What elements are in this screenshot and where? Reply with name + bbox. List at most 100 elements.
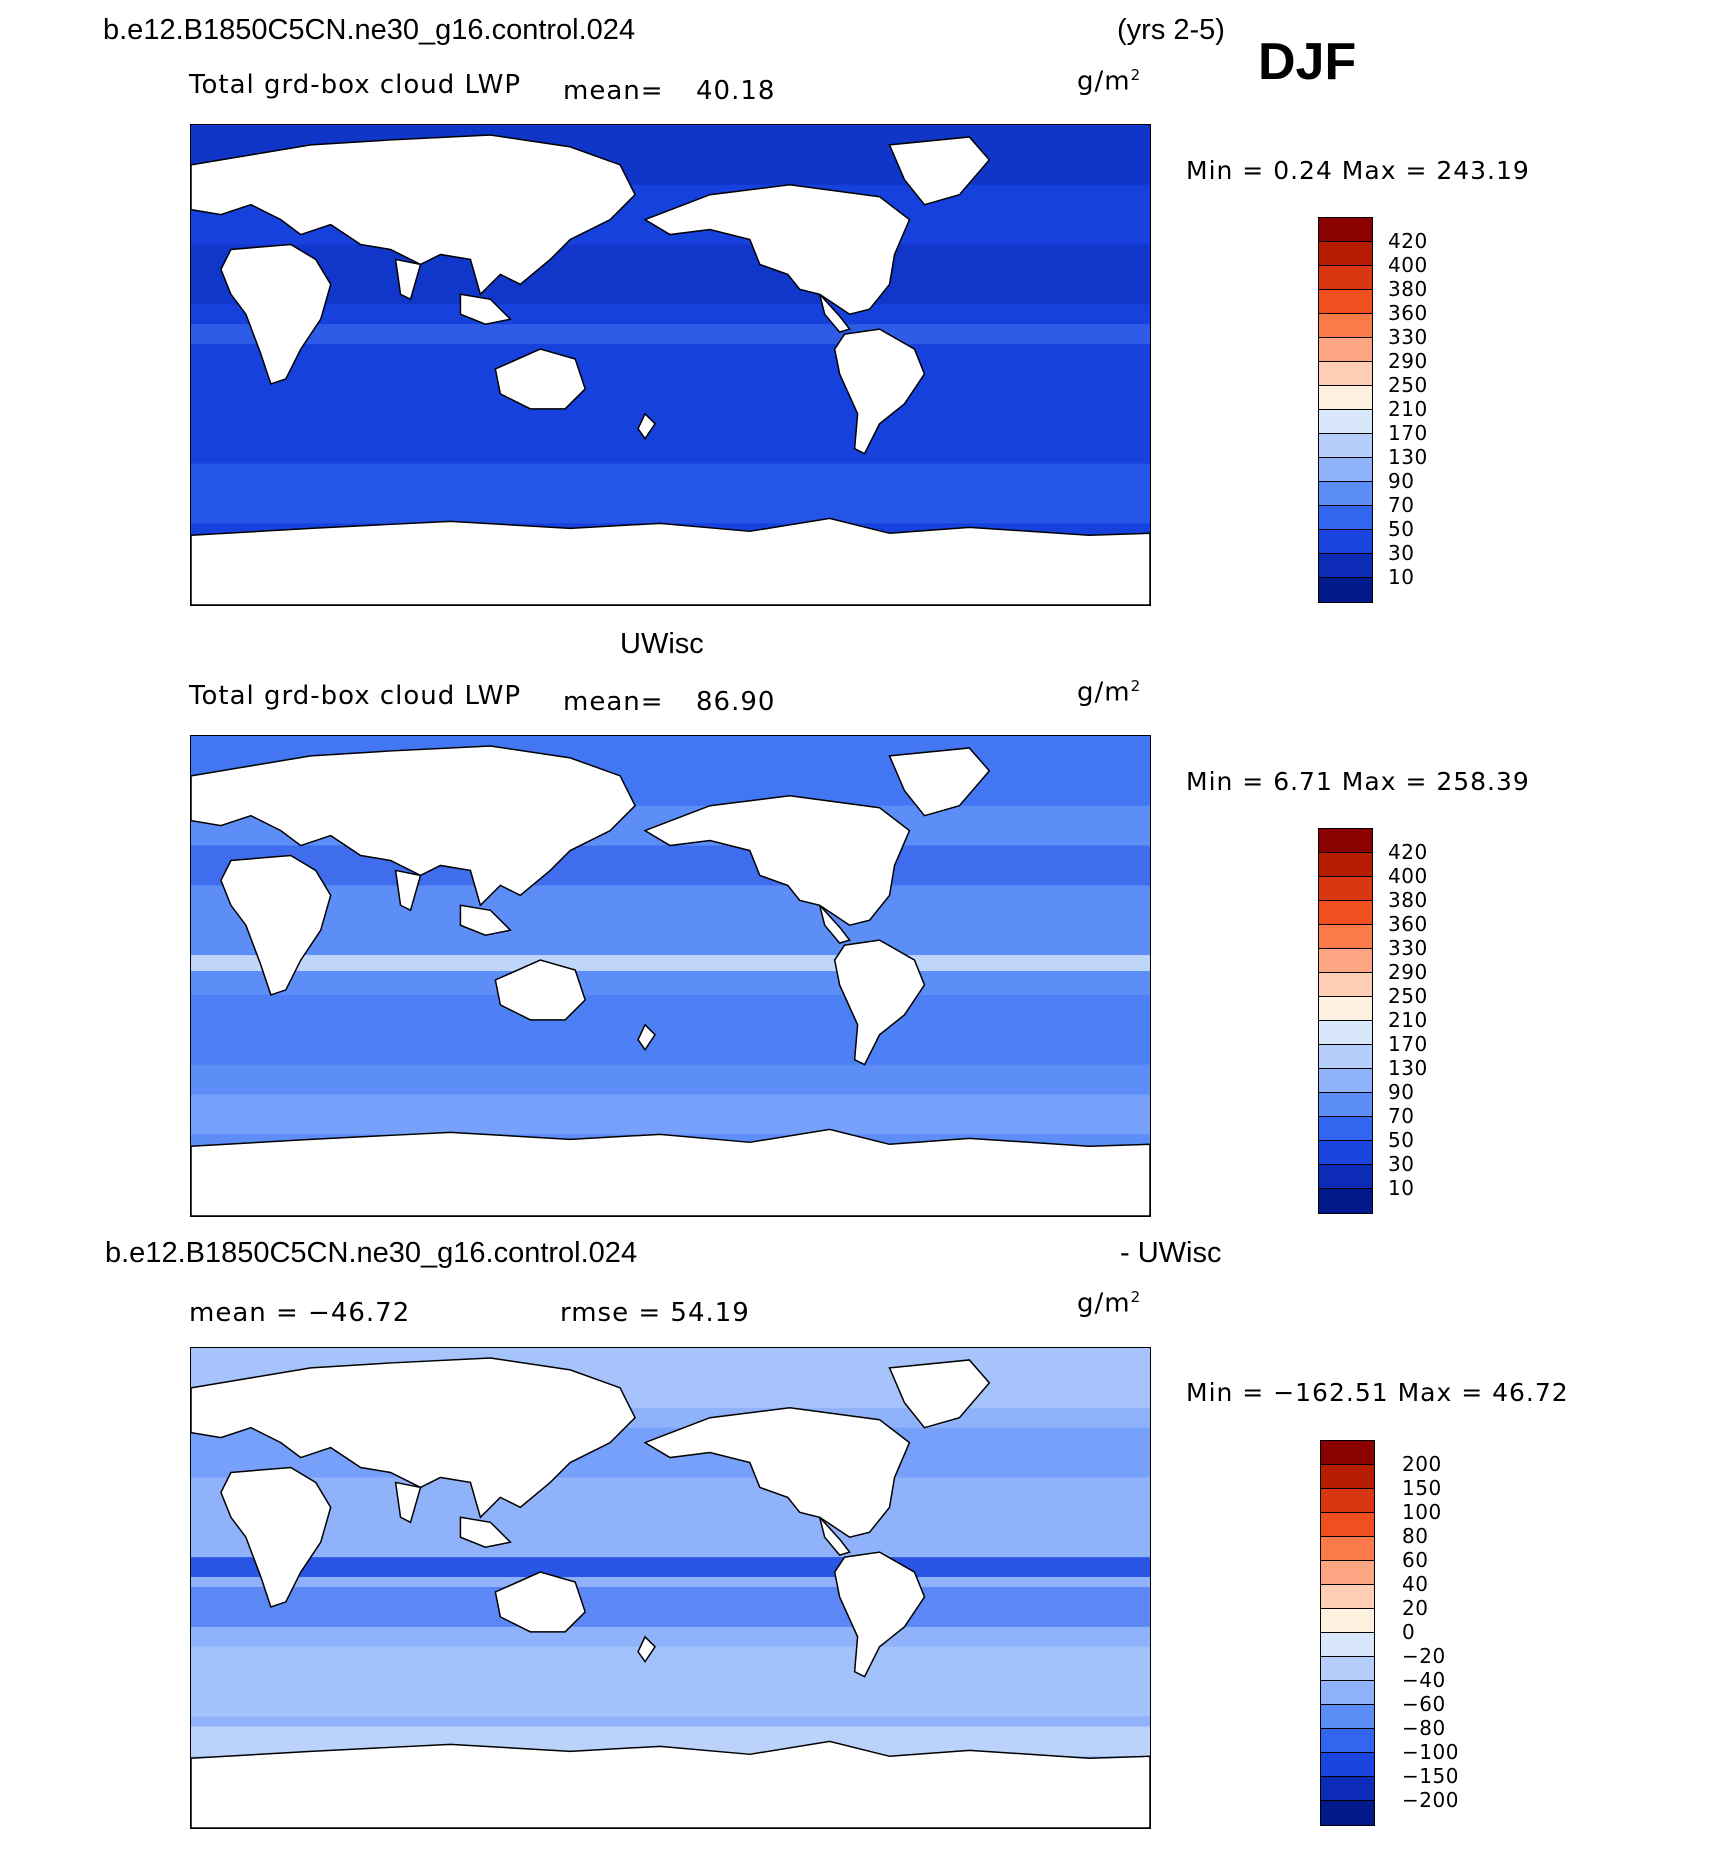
colorbar-swatch [1321,1681,1374,1705]
colorbar-level-label: 200 [1402,1452,1442,1476]
panel3-title-right: - UWisc [1120,1237,1222,1269]
land-outline [637,1023,656,1052]
land-outline [459,904,512,936]
colorbar-level-label: 360 [1388,301,1428,325]
colorbar-swatch [1321,1537,1374,1561]
land-outline [220,243,332,385]
colorbar-level-label: 250 [1388,373,1428,397]
colorbar-swatch [1321,1561,1374,1585]
colorbar-swatch [1321,1657,1374,1681]
colorbar-level-label: 330 [1388,325,1428,349]
colorbar-level-label: 420 [1388,229,1428,253]
panel2-map [190,735,1151,1217]
world-map-svg [191,736,1150,1216]
colorbar-level-label: 30 [1388,1152,1415,1176]
field-band [191,845,1150,886]
colorbar-swatch [1319,362,1372,386]
land-outline [494,1571,587,1633]
colorbar-swatch [1319,386,1372,410]
colorbar-swatch [1321,1729,1374,1753]
colorbar-level-label: −150 [1402,1764,1459,1788]
colorbar-swatch [1319,1069,1372,1093]
season-label: DJF [1258,33,1357,91]
colorbar-level-label: 10 [1388,565,1415,589]
colorbar-level-label: 90 [1388,1080,1415,1104]
colorbar-swatch [1321,1801,1374,1825]
colorbar-level-label: 50 [1388,517,1415,541]
colorbar-swatch [1319,458,1372,482]
colorbar-swatch [1319,1117,1372,1141]
colorbar-swatch [1319,266,1372,290]
colorbar-level-label: 210 [1388,397,1428,421]
land-outline [833,1551,926,1678]
colorbar-level-label: 400 [1388,253,1428,277]
colorbar-level-label: 360 [1388,912,1428,936]
colorbar-level-label: 380 [1388,888,1428,912]
land-outline [191,517,1150,605]
panel2-minmax: Min = 6.71 Max = 258.39 [1186,767,1530,796]
field-band [191,994,1150,1065]
colorbar-level-label: 70 [1388,493,1415,517]
panel3-map [190,1347,1151,1829]
colorbar-level-label: 150 [1402,1476,1442,1500]
colorbar-level-label: 30 [1388,541,1415,565]
colorbar-level-label: 380 [1388,277,1428,301]
colorbar-swatch [1319,1045,1372,1069]
colorbar-swatch [1319,554,1372,578]
panel3-title-left: b.e12.B1850C5CN.ne30_g16.control.024 [105,1237,638,1269]
colorbar-swatch [1321,1513,1374,1537]
panel3-minmax: Min = −162.51 Max = 46.72 [1186,1378,1569,1407]
land-outline [220,854,332,996]
land-outline [459,1516,512,1548]
panel1-colorbar-labels: 420 400 380 360 330 290 250 210 170 130 90 70 50 30 10 [1388,229,1428,589]
colorbar-level-label: −100 [1402,1740,1459,1764]
colorbar-level-label: −40 [1402,1668,1446,1692]
colorbar-level-label: 250 [1388,984,1428,1008]
land-outline [643,794,911,927]
colorbar-swatch [1319,434,1372,458]
colorbar-level-label: 130 [1388,445,1428,469]
panel1-colorbar [1318,217,1373,603]
panel1-subtitle: Total grd-box cloud LWP [189,70,522,100]
panel2-mean-value: 86.90 [696,687,776,717]
colorbar-level-label: 170 [1388,421,1428,445]
land-outline [191,1128,1150,1216]
panel2-title: UWisc [620,628,704,660]
colorbar-level-label: 330 [1388,936,1428,960]
colorbar-level-label: 420 [1388,840,1428,864]
land-outline [818,1516,851,1556]
colorbar-level-label: 80 [1402,1524,1429,1548]
panel3-colorbar-labels: 200 150 100 80 60 40 20 0 −20 −40 −60 −80 −100 −150 −2… [1402,1452,1459,1812]
colorbar-swatch [1319,997,1372,1021]
land-outline [394,869,422,912]
colorbar-level-label: 100 [1402,1500,1442,1524]
colorbar-swatch [1319,314,1372,338]
colorbar-swatch [1319,877,1372,901]
colorbar-swatch [1319,829,1372,853]
panel1-minmax: Min = 0.24 Max = 243.19 [1186,156,1530,185]
land-outline [459,293,512,325]
colorbar-level-label: 50 [1388,1128,1415,1152]
colorbar-swatch [1319,1141,1372,1165]
land-outline [888,136,991,206]
colorbar-swatch [1321,1609,1374,1633]
colorbar-level-label: 130 [1388,1056,1428,1080]
colorbar-level-label: 0 [1402,1620,1416,1644]
land-outline [833,939,926,1066]
colorbar-level-label: −80 [1402,1716,1446,1740]
colorbar-swatch [1319,530,1372,554]
field-band [191,324,1150,345]
colorbar-swatch [1319,1021,1372,1045]
panel2-mean-label: mean= [563,687,664,717]
land-outline [818,904,851,944]
field-band [191,1646,1150,1717]
colorbar-swatch [1319,482,1372,506]
land-outline [643,183,911,316]
field-band [191,955,1150,972]
land-outline [637,1635,656,1664]
colorbar-swatch [1319,578,1372,602]
land-outline [494,348,587,410]
colorbar-swatch [1321,1633,1374,1657]
panel3-unit: g/m2 [1077,1288,1142,1319]
panel1-mean-label: mean= [563,76,664,106]
